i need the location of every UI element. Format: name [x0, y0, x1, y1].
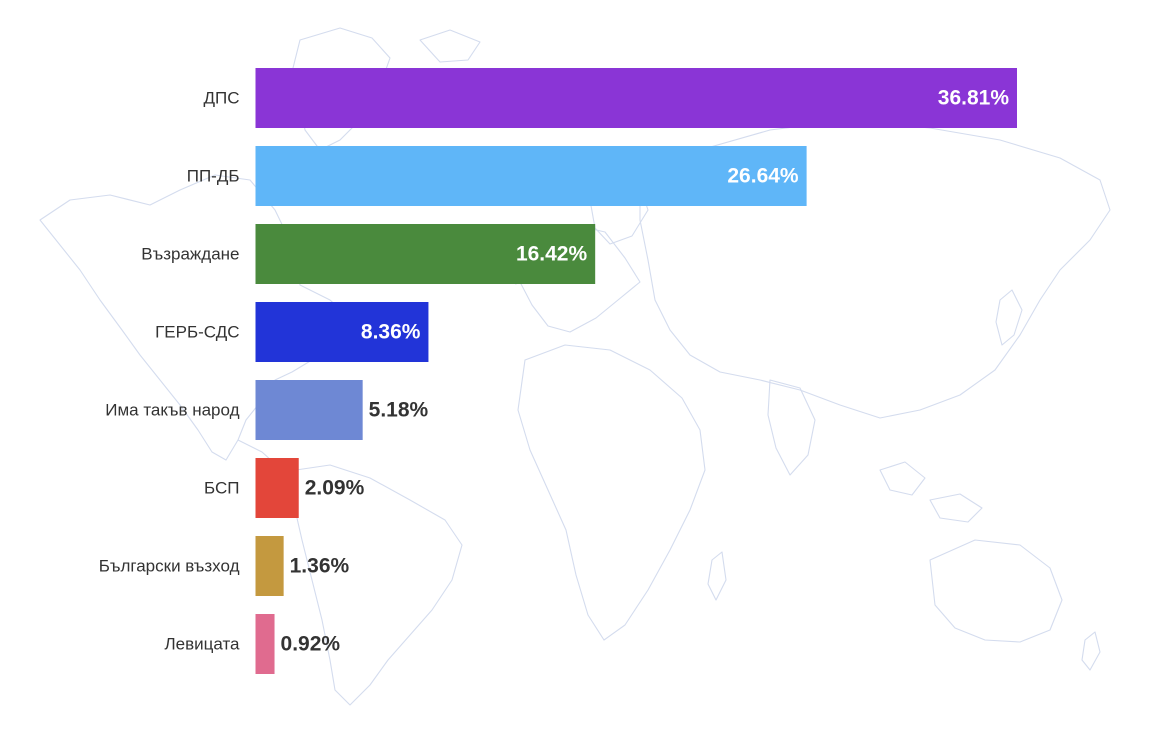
map-africa	[517, 344, 706, 641]
category-label-7: Български възход	[99, 557, 240, 576]
value-label-8: 0.92%	[281, 633, 341, 656]
bar-8	[255, 614, 275, 674]
value-label-7: 1.36%	[290, 555, 350, 578]
bar-4	[255, 302, 429, 362]
map-arctic-1	[419, 29, 481, 63]
map-se-asia-2	[929, 493, 983, 523]
bar-7	[255, 536, 284, 596]
category-labels: ДПС ПП-ДБ Възраждане ГЕРБ-СДС Има такъв наро…	[99, 89, 240, 654]
category-label-4: ГЕРБ-СДС	[155, 323, 239, 342]
category-label-2: ПП-ДБ	[187, 167, 240, 186]
map-new-zealand	[1081, 631, 1101, 671]
value-label-4: 8.36%	[361, 321, 421, 344]
value-label-2: 26.64%	[727, 165, 799, 188]
bar-2	[255, 146, 807, 206]
category-label-5: Има такъв народ	[105, 401, 239, 420]
category-label-1: ДПС	[203, 89, 239, 108]
map-india	[767, 379, 816, 476]
bar-5	[255, 380, 363, 440]
bar-6	[255, 458, 299, 518]
bars-group	[255, 68, 1017, 674]
value-label-3: 16.42%	[516, 243, 588, 266]
map-north-america	[39, 174, 353, 461]
category-label-3: Възраждане	[141, 245, 239, 264]
value-label-1: 36.81%	[938, 87, 1010, 110]
value-label-5: 5.18%	[369, 399, 429, 422]
bar-1	[255, 68, 1017, 128]
bar-3	[255, 224, 596, 284]
category-label-6: БСП	[204, 479, 239, 498]
map-japan	[995, 289, 1023, 346]
value-labels: 36.81% 26.64% 16.42% 8.36% 5.18% 2.09% 1.36% 0.…	[281, 87, 1010, 656]
map-se-asia	[879, 461, 926, 496]
map-south-america	[293, 464, 463, 706]
map-asia	[639, 119, 1111, 419]
map-australia	[929, 539, 1063, 643]
value-label-6: 2.09%	[305, 477, 365, 500]
map-madagascar	[707, 551, 727, 601]
category-label-8: Левицата	[164, 635, 240, 654]
